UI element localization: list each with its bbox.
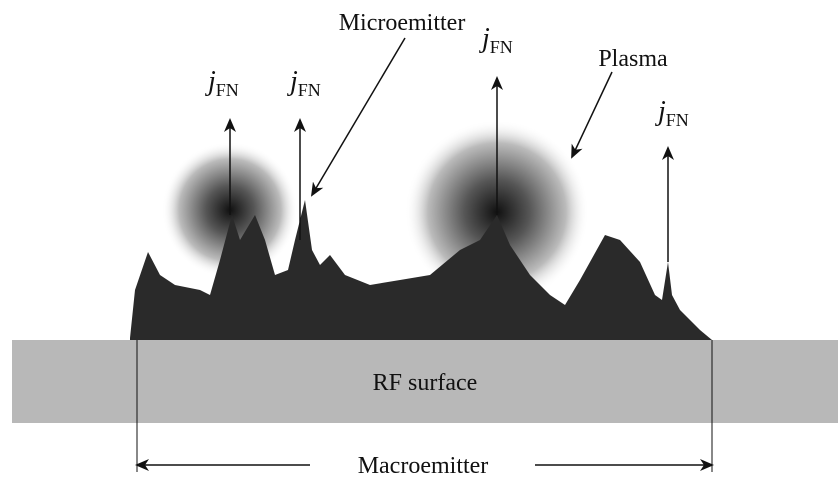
macroemitter-label: Macroemitter (358, 453, 489, 478)
current-label: jFN (479, 23, 513, 57)
subscript: FN (216, 80, 239, 100)
subscript: FN (298, 80, 321, 100)
symbol: j (205, 66, 216, 97)
pointer-arrow (571, 71, 613, 159)
symbol: j (479, 23, 490, 54)
microemitter-label: Microemitter (339, 10, 466, 36)
subscript: FN (490, 37, 513, 57)
symbol: j (287, 66, 298, 97)
current-label: jFN (287, 66, 321, 100)
macroemitter-profile (130, 200, 712, 340)
rf-surface (12, 340, 838, 423)
pointer-arrow (310, 37, 406, 197)
current-label: jFN (655, 96, 689, 130)
symbol: j (655, 96, 666, 127)
plasma-label: Plasma (598, 46, 668, 72)
subscript: FN (666, 110, 689, 130)
current-label: jFN (205, 66, 239, 100)
surface-label: RF surface (373, 370, 478, 396)
